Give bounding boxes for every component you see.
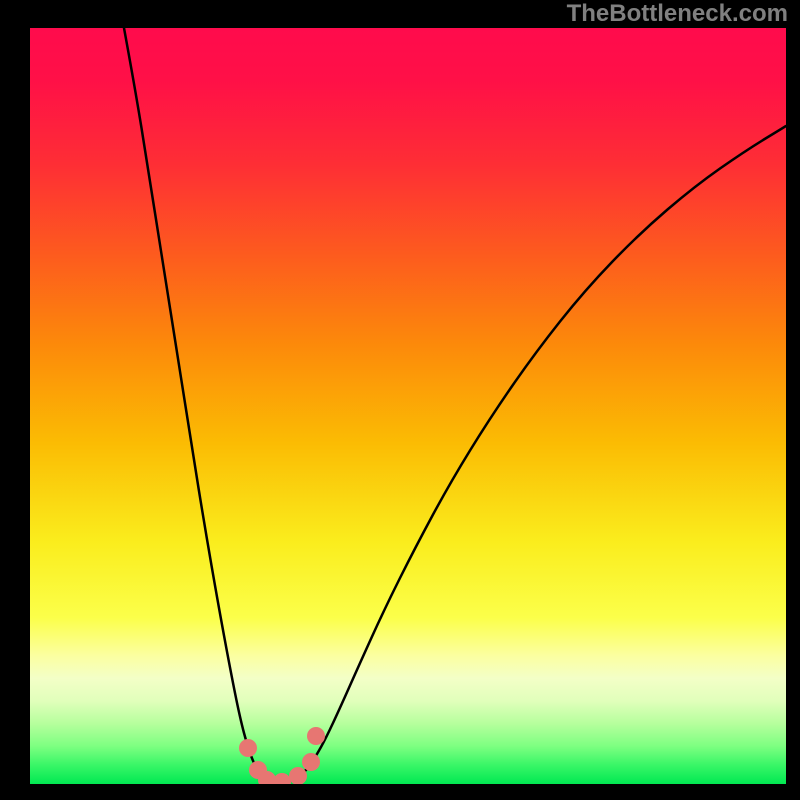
watermark-label: TheBottleneck.com bbox=[567, 0, 788, 28]
plot-area bbox=[30, 28, 786, 784]
marker-point bbox=[239, 739, 257, 757]
marker-point bbox=[302, 753, 320, 771]
plot-svg bbox=[30, 28, 786, 784]
marker-point bbox=[307, 727, 325, 745]
